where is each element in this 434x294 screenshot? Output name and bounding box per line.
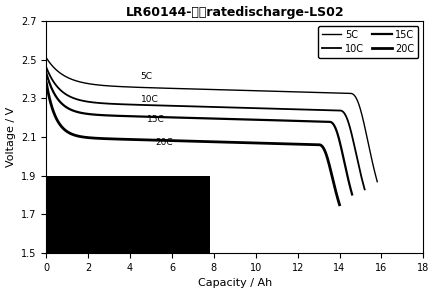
Title: LR60144-常温ratedischarge-LS02: LR60144-常温ratedischarge-LS02	[125, 6, 343, 19]
Text: 5C: 5C	[140, 72, 152, 81]
Bar	[46, 176, 209, 253]
X-axis label: Capacity / Ah: Capacity / Ah	[197, 278, 271, 288]
Legend: 5C, 10C, 15C, 20C: 5C, 10C, 15C, 20C	[317, 26, 418, 58]
Text: 20C: 20C	[155, 138, 172, 147]
Y-axis label: Voltage / V: Voltage / V	[6, 107, 16, 167]
Text: 15C: 15C	[147, 115, 164, 124]
Text: 10C: 10C	[140, 95, 158, 104]
